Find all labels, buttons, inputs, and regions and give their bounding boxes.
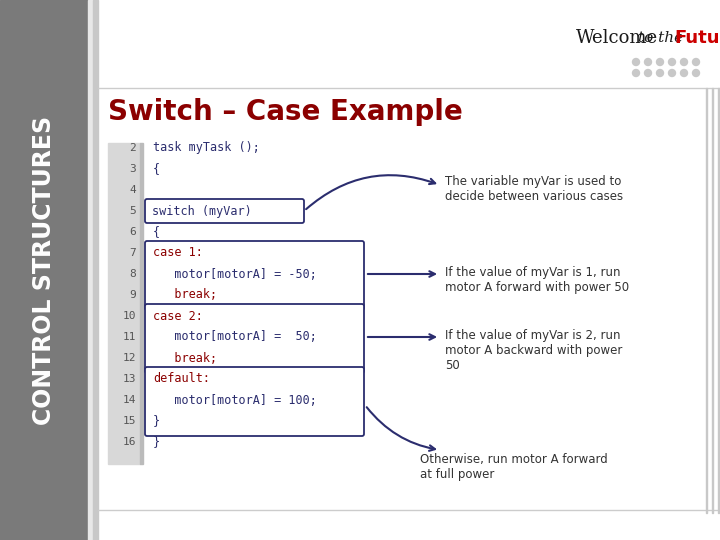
Text: 8: 8 (130, 269, 136, 279)
Circle shape (680, 70, 688, 77)
FancyBboxPatch shape (145, 367, 364, 436)
Bar (88, 0, 93, 540)
Text: }: } (153, 435, 160, 449)
Text: {: { (153, 226, 160, 239)
Text: 6: 6 (130, 227, 136, 237)
Text: Future: Future (674, 29, 720, 47)
Text: 13: 13 (122, 374, 136, 384)
Text: If the value of myVar is 1, run
motor A forward with power 50: If the value of myVar is 1, run motor A … (445, 266, 629, 294)
Text: to the: to the (638, 31, 683, 45)
Text: break;: break; (153, 352, 217, 365)
Circle shape (632, 58, 639, 65)
Text: motor[motorA] = -50;: motor[motorA] = -50; (153, 267, 317, 280)
Circle shape (668, 58, 675, 65)
Circle shape (644, 58, 652, 65)
Text: 3: 3 (130, 164, 136, 174)
FancyBboxPatch shape (145, 241, 364, 310)
Text: 5: 5 (130, 206, 136, 216)
Text: {: { (153, 163, 160, 176)
Circle shape (657, 70, 664, 77)
Text: motor[motorA] =  50;: motor[motorA] = 50; (153, 330, 317, 343)
Bar (140, 143, 143, 464)
Text: 7: 7 (130, 248, 136, 258)
Text: switch (myVar): switch (myVar) (152, 205, 252, 218)
Text: }: } (153, 415, 160, 428)
Bar (718, 88, 719, 513)
Text: The variable myVar is used to
decide between various cases: The variable myVar is used to decide bet… (445, 175, 623, 203)
Text: Welcome: Welcome (576, 29, 658, 47)
Text: 14: 14 (122, 395, 136, 405)
FancyBboxPatch shape (145, 304, 364, 373)
Text: If the value of myVar is 2, run
motor A backward with power
50: If the value of myVar is 2, run motor A … (445, 329, 622, 372)
Text: case 2:: case 2: (153, 309, 203, 322)
Bar (93, 0, 98, 540)
Circle shape (693, 70, 700, 77)
Bar (0, 0, 88, 540)
Circle shape (657, 58, 664, 65)
Text: case 1:: case 1: (153, 246, 203, 260)
Text: break;: break; (153, 288, 217, 301)
Text: motor[motorA] = 100;: motor[motorA] = 100; (153, 394, 317, 407)
Bar (712, 88, 713, 513)
FancyBboxPatch shape (145, 199, 304, 223)
Circle shape (693, 58, 700, 65)
Text: Switch – Case Example: Switch – Case Example (108, 98, 463, 126)
Text: 10: 10 (122, 311, 136, 321)
Text: 9: 9 (130, 290, 136, 300)
Circle shape (680, 58, 688, 65)
Text: task myTask ();: task myTask (); (153, 141, 260, 154)
Text: Otherwise, run motor A forward
at full power: Otherwise, run motor A forward at full p… (420, 453, 608, 481)
Text: 12: 12 (122, 353, 136, 363)
Bar (108, 143, 140, 464)
Text: CONTROL STRUCTURES: CONTROL STRUCTURES (32, 116, 56, 424)
Circle shape (668, 70, 675, 77)
Text: default:: default: (153, 373, 210, 386)
Bar (706, 88, 707, 513)
Circle shape (644, 70, 652, 77)
Circle shape (632, 70, 639, 77)
Text: 16: 16 (122, 437, 136, 447)
Text: 15: 15 (122, 416, 136, 426)
Text: 4: 4 (130, 185, 136, 195)
Text: 11: 11 (122, 332, 136, 342)
Text: 2: 2 (130, 143, 136, 153)
